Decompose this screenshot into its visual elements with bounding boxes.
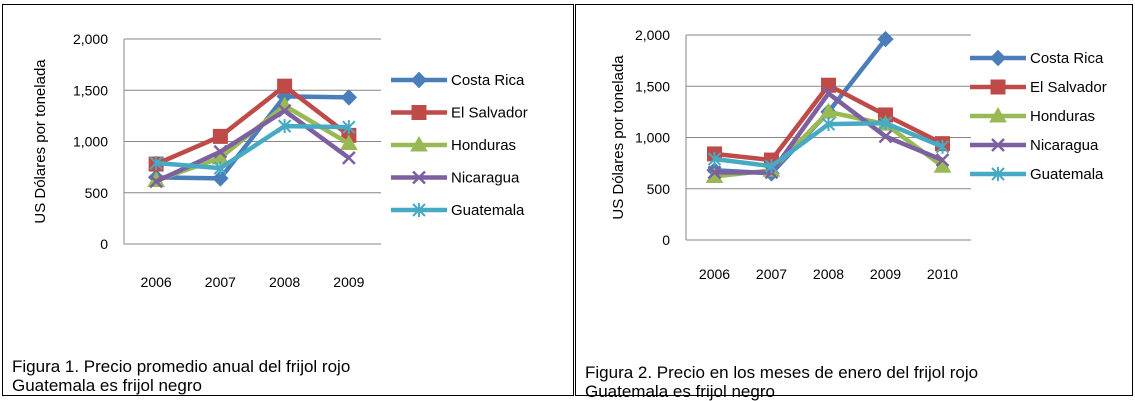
legend-item-guatemala: Guatemala [391, 202, 525, 219]
data-point [340, 134, 358, 151]
caption-line-1: Figura 2. Precio en los meses de enero d… [585, 363, 979, 382]
x-tick-label: 2008 [813, 266, 844, 282]
data-point [213, 161, 228, 176]
figure-caption-1: Figura 1. Precio promedio anual del frij… [12, 357, 350, 395]
legend-marker [410, 135, 428, 152]
legend-label: Honduras [1030, 108, 1095, 125]
data-point [341, 151, 356, 165]
caption-line-1: Figura 1. Precio promedio anual del frij… [12, 357, 351, 376]
caption-line-2: Guatemala es frijol negro [585, 382, 775, 401]
legend-item-nicaragua: Nicaragua [970, 137, 1099, 154]
legend-label: Costa Rica [451, 72, 525, 89]
legend-item-nicaragua: Nicaragua [391, 170, 520, 187]
legend-label: Guatemala [451, 202, 525, 219]
data-point [277, 78, 293, 94]
y-tick-label: 500 [647, 181, 671, 197]
data-point [149, 156, 163, 171]
data-point [149, 174, 164, 189]
legend-marker [410, 71, 428, 89]
data-point [878, 129, 893, 144]
y-axis-label: US Dólares por tonelada [32, 59, 49, 224]
series-nicaragua [707, 86, 950, 180]
series-guatemala [707, 116, 950, 174]
x-tick-label: 2009 [333, 274, 364, 290]
line-chart-1: 0 500 1,000 1,500 2,000 2006 2007 2008 2009 US Dó… [32, 31, 528, 290]
data-point [764, 159, 779, 174]
x-tick-label: 2010 [927, 266, 958, 282]
data-point [707, 165, 722, 180]
legend-item-el-salvador: El Salvador [391, 105, 528, 122]
chart1-legend: Costa Rica El Salvador Honduras Nicaragua Gu… [391, 71, 528, 219]
data-point [212, 128, 228, 144]
legend-item-honduras: Honduras [970, 106, 1095, 125]
data-point [277, 103, 292, 118]
series-line [155, 123, 349, 171]
y-tick-label: 0 [662, 232, 670, 248]
series-line [156, 94, 349, 181]
legend-label: El Salvador [1030, 79, 1107, 96]
data-point [340, 89, 358, 106]
chart2-legend: Costa Rica El Salvador Honduras Nicaragua Gu… [970, 49, 1107, 183]
series-guatemala [149, 119, 356, 176]
chart-panel-1: 0 500 1,000 1,500 2,000 2006 2007 2008 2009 US Dó… [2, 4, 574, 396]
data-point [212, 170, 229, 187]
legend-marker [412, 203, 426, 217]
legend-label: Costa Rica [1030, 50, 1104, 67]
data-point [277, 119, 292, 134]
legend-label: El Salvador [451, 105, 528, 122]
legend-item-costa-rica: Costa Rica [970, 49, 1104, 67]
data-point [821, 86, 836, 101]
y-tick-label: 1,000 [73, 134, 108, 150]
y-tick-label: 0 [100, 236, 108, 252]
legend-marker [990, 79, 1006, 95]
data-point [342, 120, 356, 135]
y-tick-label: 2,000 [73, 31, 108, 47]
chart1-gridlines [124, 38, 381, 245]
legend-marker [989, 49, 1007, 67]
line-chart-2: 0 500 1,000 1,500 2,000 2006 2007 2008 2009 2010 U… [610, 27, 1107, 282]
data-point [935, 153, 950, 167]
data-point [821, 117, 836, 132]
legend-marker [989, 106, 1007, 123]
legend-marker [991, 167, 1005, 181]
legend-item-el-salvador: El Salvador [970, 79, 1107, 96]
legend-marker [411, 105, 427, 120]
data-point [878, 116, 893, 131]
y-tick-label: 1,500 [73, 82, 108, 98]
x-tick-label: 2007 [205, 274, 236, 290]
x-tick-label: 2007 [756, 266, 787, 282]
data-point [707, 152, 722, 167]
caption-line-2: Guatemala es frijol negro [12, 376, 202, 395]
legend-label: Honduras [451, 137, 516, 154]
y-tick-label: 2,000 [635, 27, 670, 43]
legend-item-honduras: Honduras [391, 135, 516, 154]
y-tick-label: 1,500 [635, 78, 670, 94]
data-point [213, 144, 228, 159]
legend-label: Nicaragua [451, 170, 520, 187]
figure-caption-2: Figura 2. Precio en los meses de enero d… [585, 363, 978, 401]
x-tick-label: 2006 [141, 274, 172, 290]
data-point [935, 139, 950, 154]
y-tick-label: 500 [85, 185, 109, 201]
y-tick-label: 1,000 [635, 130, 670, 146]
y-axis-label: US Dólares por tonelada [610, 55, 627, 220]
legend-item-guatemala: Guatemala [970, 166, 1104, 183]
legend-marker [991, 138, 1005, 152]
legend-item-costa-rica: Costa Rica [391, 71, 525, 89]
x-tick-label: 2006 [699, 266, 730, 282]
legend-label: Nicaragua [1030, 137, 1099, 154]
x-tick-label: 2009 [870, 266, 901, 282]
chart-panel-2: 0 500 1,000 1,500 2,000 2006 2007 2008 2009 2010 U… [575, 4, 1133, 401]
series-line [714, 37, 888, 176]
legend-label: Guatemala [1030, 166, 1104, 183]
x-tick-label: 2008 [269, 274, 300, 290]
data-point [877, 30, 894, 48]
legend-marker [412, 170, 426, 185]
series-line [155, 83, 351, 167]
